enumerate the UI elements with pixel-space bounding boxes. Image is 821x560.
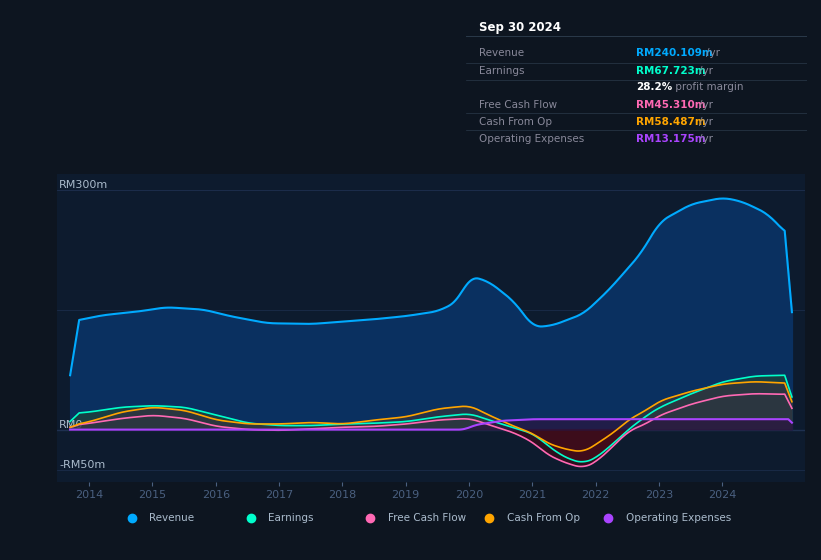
Text: Earnings: Earnings bbox=[268, 513, 314, 523]
Text: /yr: /yr bbox=[699, 67, 713, 76]
Text: Sep 30 2024: Sep 30 2024 bbox=[479, 21, 562, 34]
Text: /yr: /yr bbox=[706, 48, 720, 58]
Text: Revenue: Revenue bbox=[149, 513, 195, 523]
Text: RM300m: RM300m bbox=[59, 180, 108, 190]
Text: Revenue: Revenue bbox=[479, 48, 525, 58]
Text: Earnings: Earnings bbox=[479, 67, 525, 76]
Text: -RM50m: -RM50m bbox=[59, 460, 105, 470]
Text: Cash From Op: Cash From Op bbox=[507, 513, 580, 523]
Text: /yr: /yr bbox=[699, 117, 713, 127]
Text: RM58.487m: RM58.487m bbox=[636, 117, 706, 127]
Text: profit margin: profit margin bbox=[672, 82, 744, 92]
Text: Cash From Op: Cash From Op bbox=[479, 117, 553, 127]
Text: 28.2%: 28.2% bbox=[636, 82, 672, 92]
Text: Free Cash Flow: Free Cash Flow bbox=[479, 100, 557, 110]
Text: RM240.109m: RM240.109m bbox=[636, 48, 713, 58]
Text: RM13.175m: RM13.175m bbox=[636, 134, 706, 143]
Text: /yr: /yr bbox=[699, 134, 713, 143]
Text: Free Cash Flow: Free Cash Flow bbox=[388, 513, 466, 523]
Text: RM67.723m: RM67.723m bbox=[636, 67, 706, 76]
Text: Operating Expenses: Operating Expenses bbox=[626, 513, 731, 523]
Text: Operating Expenses: Operating Expenses bbox=[479, 134, 585, 143]
Text: RM45.310m: RM45.310m bbox=[636, 100, 706, 110]
Text: RM0: RM0 bbox=[59, 419, 84, 430]
Text: /yr: /yr bbox=[699, 100, 713, 110]
